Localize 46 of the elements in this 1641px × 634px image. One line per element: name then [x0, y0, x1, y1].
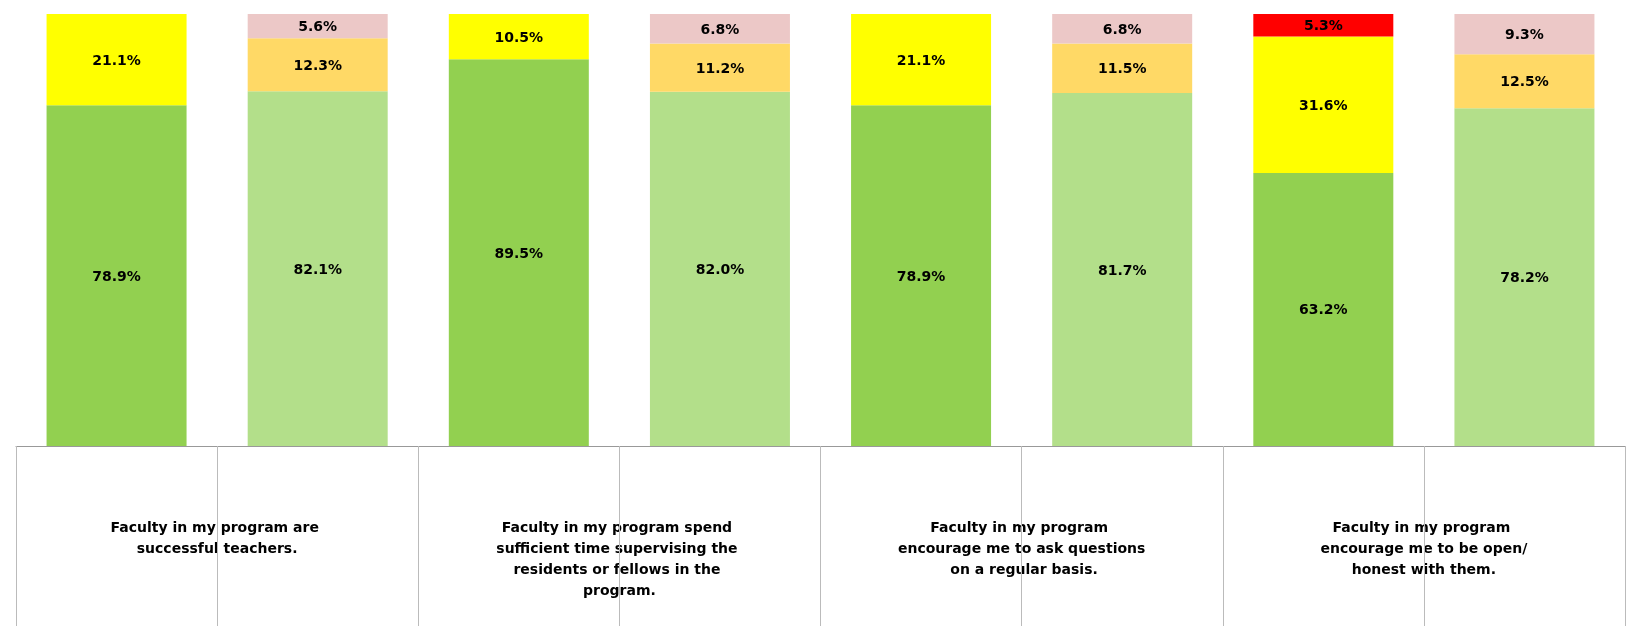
bar	[1454, 14, 1595, 55]
bar	[1454, 108, 1595, 446]
data-label: 10.5%	[494, 28, 544, 45]
data-label: 11.5%	[1097, 60, 1147, 77]
data-label: 12.5%	[1500, 73, 1549, 90]
data-label: 12.3%	[293, 56, 342, 73]
bar	[1253, 36, 1394, 173]
bar	[649, 14, 790, 44]
data-label: 78.9%	[896, 267, 946, 284]
data-label: 31.6%	[1299, 96, 1348, 113]
data-label: 5.6%	[298, 18, 338, 35]
bar	[448, 59, 589, 446]
bar	[1052, 93, 1193, 446]
data-label: 5.3%	[1303, 17, 1343, 34]
x-tick-label: Faculty in my program encourage me to be open/honest with them.	[1320, 518, 1529, 577]
bar	[448, 14, 589, 60]
data-label: 63.2%	[1299, 301, 1348, 318]
x-tick-label: Faculty in my program are successful teachers.	[110, 518, 324, 556]
data-label: 81.7%	[1097, 261, 1147, 278]
data-label: 89.5%	[494, 244, 544, 261]
bar	[649, 43, 790, 92]
bar	[46, 105, 187, 446]
bar	[46, 14, 187, 106]
bar	[247, 14, 388, 39]
data-label: 78.2%	[1500, 269, 1549, 286]
data-label: 82.0%	[695, 260, 745, 277]
bar	[851, 105, 992, 446]
bar	[1253, 14, 1394, 37]
bar	[247, 38, 388, 92]
bar	[1052, 14, 1193, 44]
data-label: 6.8%	[700, 20, 740, 37]
x-tick-label: Faculty in my program spend sufficient time supervising the residents or fellows in the program.	[496, 518, 743, 598]
bar	[1052, 43, 1193, 94]
data-label: 21.1%	[92, 51, 141, 68]
data-label: 11.2%	[695, 59, 745, 76]
data-label: 9.3%	[1505, 26, 1544, 43]
bar	[1253, 172, 1394, 446]
data-label: 21.1%	[896, 51, 946, 68]
data-label: 82.1%	[293, 260, 342, 277]
data-label: 6.8%	[1102, 20, 1142, 37]
bar	[247, 91, 388, 446]
x-tick-label: Faculty in my program encourage me to ask questions on a regular basis.	[897, 518, 1146, 577]
data-label: 78.9%	[92, 267, 141, 284]
bar	[851, 14, 992, 106]
bar	[1454, 54, 1595, 109]
bar	[649, 91, 790, 446]
